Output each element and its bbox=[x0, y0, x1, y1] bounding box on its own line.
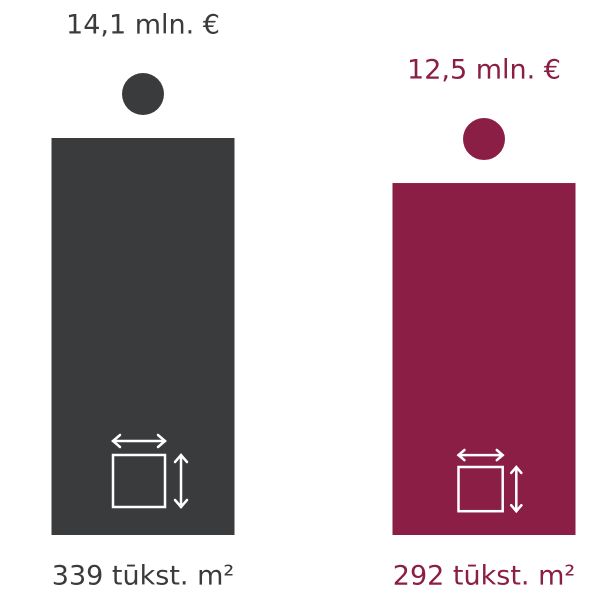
value-label: 12,5 mln. € bbox=[407, 55, 561, 86]
icon-arrow-v-head bbox=[509, 465, 523, 475]
icon-arrow-h-head bbox=[156, 433, 167, 449]
icon-arrow-v-head bbox=[173, 453, 189, 464]
value-label: 14,1 mln. € bbox=[66, 10, 220, 41]
bar-dot bbox=[463, 118, 505, 161]
area-icon bbox=[456, 448, 523, 514]
icon-arrow-v-head bbox=[173, 498, 189, 509]
bar bbox=[392, 183, 576, 535]
bar bbox=[51, 138, 235, 535]
icon-arrow-v-head bbox=[509, 504, 523, 514]
bar-dot bbox=[122, 73, 164, 115]
icon-square bbox=[457, 465, 504, 513]
icon-arrow-h-head bbox=[111, 433, 122, 449]
area-icon bbox=[111, 433, 189, 509]
icon-arrow-h-head bbox=[495, 448, 505, 462]
icon-square bbox=[111, 453, 167, 509]
category-label: 339 tūkst. m² bbox=[52, 561, 234, 592]
icon-arrow-h-head bbox=[456, 448, 466, 462]
category-label: 292 tūkst. m² bbox=[393, 561, 575, 592]
